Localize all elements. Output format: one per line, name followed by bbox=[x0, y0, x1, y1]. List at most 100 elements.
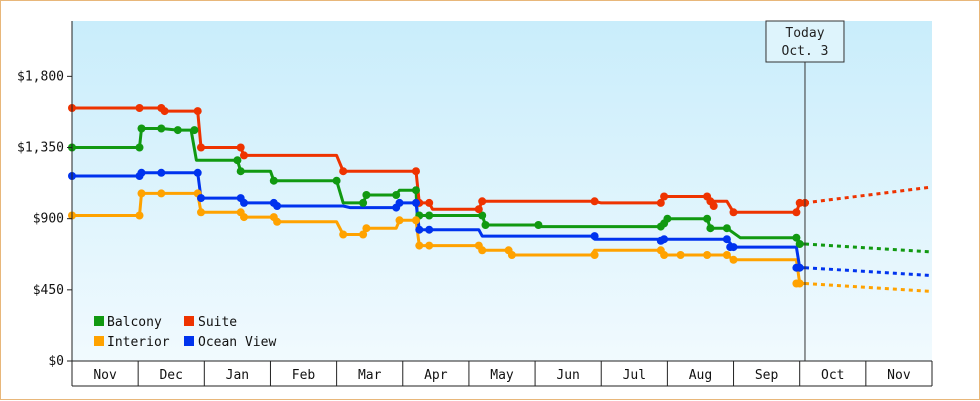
today-marker: Today Oct. 3 bbox=[765, 20, 845, 361]
point-interior bbox=[395, 216, 404, 225]
point-interior bbox=[415, 241, 424, 250]
point-suite bbox=[160, 107, 169, 116]
point-interior bbox=[795, 279, 804, 288]
point-suite bbox=[135, 104, 144, 112]
x-tick-label: Mar bbox=[358, 368, 382, 383]
point-interior bbox=[273, 217, 282, 226]
point-suite bbox=[474, 205, 483, 214]
point-balcony bbox=[137, 124, 146, 133]
forecast-line-ocean-view bbox=[804, 266, 933, 278]
x-tick-label: Jan bbox=[226, 368, 249, 383]
legend-swatch-suite bbox=[184, 316, 194, 326]
point-suite bbox=[478, 197, 487, 206]
plot-area bbox=[72, 21, 932, 361]
point-interior bbox=[703, 251, 712, 259]
point-interior bbox=[478, 246, 487, 255]
point-interior bbox=[339, 230, 348, 239]
point-balcony bbox=[703, 214, 712, 223]
point-suite bbox=[236, 143, 245, 152]
point-interior bbox=[157, 189, 166, 198]
point-balcony bbox=[412, 186, 420, 195]
point-balcony bbox=[706, 224, 715, 233]
point-balcony bbox=[190, 126, 199, 135]
series-line-interior bbox=[72, 191, 805, 285]
point-suite bbox=[425, 198, 434, 207]
point-ocean-view bbox=[415, 225, 424, 234]
point-interior bbox=[240, 213, 248, 222]
legend-label-balcony: Balcony bbox=[107, 315, 162, 330]
point-suite bbox=[240, 151, 248, 160]
forecast-line-suite bbox=[804, 185, 933, 205]
point-suite bbox=[197, 143, 205, 152]
point-suite bbox=[656, 198, 665, 207]
point-ocean-view bbox=[197, 194, 205, 203]
legend: Balcony Suite Interior Ocean View bbox=[94, 315, 276, 350]
point-balcony bbox=[233, 156, 242, 165]
point-interior bbox=[676, 251, 685, 259]
point-suite bbox=[412, 167, 420, 176]
point-ocean-view bbox=[395, 198, 404, 207]
legend-label-interior: Interior bbox=[107, 335, 170, 350]
point-interior bbox=[197, 208, 205, 217]
point-interior bbox=[362, 224, 371, 233]
point-interior bbox=[660, 251, 669, 259]
today-label: Today bbox=[785, 26, 824, 41]
point-ocean-view bbox=[193, 168, 202, 177]
x-tick-label: Sep bbox=[755, 368, 779, 383]
x-tick-label: Oct bbox=[821, 368, 844, 383]
series-markers bbox=[68, 104, 809, 288]
point-interior bbox=[359, 230, 368, 239]
point-balcony bbox=[362, 191, 371, 199]
point-balcony bbox=[722, 224, 731, 233]
x-tick-label: Aug bbox=[689, 368, 712, 383]
y-tick-label: $1,800 bbox=[17, 69, 64, 84]
point-ocean-view bbox=[425, 225, 434, 234]
legend-label-suite: Suite bbox=[198, 315, 237, 330]
x-tick-label: Jul bbox=[623, 368, 646, 383]
axes: $0 $450 $900 $1,350 $1,800 Nov Dec Jan Feb Mar Apr… bbox=[17, 21, 933, 387]
y-tick-label: $450 bbox=[33, 283, 64, 298]
point-ocean-view bbox=[157, 168, 166, 177]
point-interior bbox=[729, 255, 738, 264]
point-interior bbox=[135, 211, 144, 220]
legend-swatch-balcony bbox=[94, 316, 104, 326]
point-balcony bbox=[332, 176, 341, 185]
point-interior bbox=[507, 251, 516, 259]
legend-swatch-ocean-view bbox=[184, 336, 194, 346]
y-tick-label: $1,350 bbox=[17, 141, 64, 156]
legend-swatch-interior bbox=[94, 336, 104, 346]
point-ocean-view bbox=[660, 235, 669, 244]
point-balcony bbox=[792, 233, 801, 242]
point-balcony bbox=[236, 167, 245, 176]
x-tick-label: Feb bbox=[292, 368, 316, 383]
point-balcony bbox=[663, 214, 672, 223]
series-line-suite bbox=[72, 106, 805, 214]
point-suite bbox=[193, 107, 202, 116]
point-ocean-view bbox=[412, 198, 420, 207]
point-ocean-view bbox=[795, 263, 804, 272]
point-interior bbox=[425, 241, 434, 250]
point-balcony bbox=[478, 211, 487, 220]
point-interior bbox=[412, 216, 420, 225]
point-suite bbox=[660, 192, 669, 201]
x-tick-label: Dec bbox=[159, 368, 182, 383]
point-balcony bbox=[481, 221, 490, 229]
point-balcony bbox=[269, 176, 278, 185]
point-ocean-view bbox=[273, 202, 282, 210]
point-balcony bbox=[135, 143, 144, 152]
forecast-line-balcony bbox=[804, 242, 933, 254]
y-tick-label: $900 bbox=[33, 212, 64, 227]
x-tick-label: Nov bbox=[93, 368, 117, 383]
x-tick-label: Nov bbox=[887, 368, 911, 383]
legend-label-ocean-view: Ocean View bbox=[198, 335, 276, 350]
point-interior bbox=[590, 251, 599, 259]
x-tick-label: May bbox=[490, 368, 514, 383]
point-balcony bbox=[157, 124, 166, 133]
point-suite bbox=[729, 208, 738, 217]
point-ocean-view bbox=[722, 235, 731, 244]
forecast-line-interior bbox=[804, 282, 933, 293]
point-suite bbox=[792, 208, 801, 217]
point-ocean-view bbox=[729, 243, 738, 252]
